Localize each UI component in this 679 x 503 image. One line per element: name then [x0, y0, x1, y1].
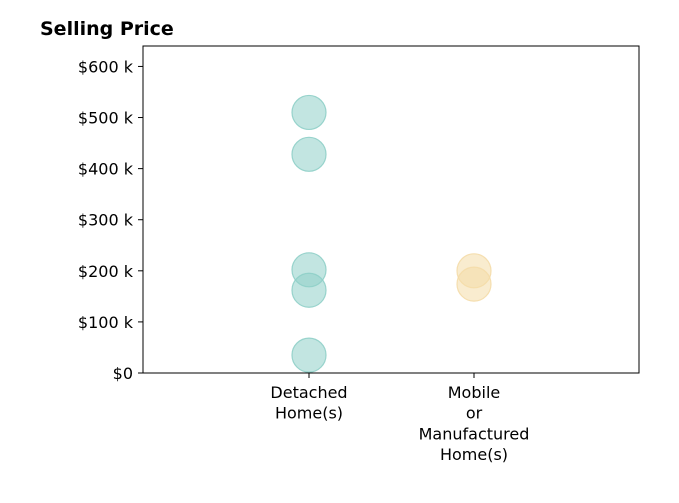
data-point — [291, 337, 327, 373]
x-tick-label: Mobile or Manufactured Home(s) — [419, 383, 530, 464]
y-tick-label: $0 — [113, 364, 133, 383]
y-tick-label: $100 k — [78, 313, 134, 332]
x-tick-label-line: Home(s) — [275, 404, 343, 423]
y-tick-label: $400 k — [78, 160, 134, 179]
x-tick-label-line: Manufactured — [419, 424, 530, 443]
y-tick-label: $600 k — [78, 57, 134, 76]
y-tick-label: $500 k — [78, 109, 134, 128]
y-tick-label: $300 k — [78, 211, 134, 230]
x-tick-label-line: or — [466, 404, 483, 423]
data-point — [456, 266, 492, 302]
x-axis: Detached Home(s) Mobile or Manufactured Home(… — [270, 373, 529, 464]
y-tick-label: $200 k — [78, 262, 134, 281]
x-tick-label: Detached Home(s) — [270, 383, 347, 423]
x-tick-label-line: Detached — [270, 383, 347, 402]
plot-area — [142, 45, 640, 374]
data-point — [291, 272, 327, 308]
x-tick-label-line: Mobile — [448, 383, 500, 402]
data-point — [291, 94, 327, 131]
data-points — [291, 94, 492, 373]
chart-title: Selling Price — [40, 18, 174, 40]
y-axis: $0 $100 k $200 k $300 k $400 k $500 k $600 k — [78, 57, 143, 383]
x-tick-label-line: Home(s) — [440, 445, 508, 464]
data-point — [291, 136, 327, 172]
